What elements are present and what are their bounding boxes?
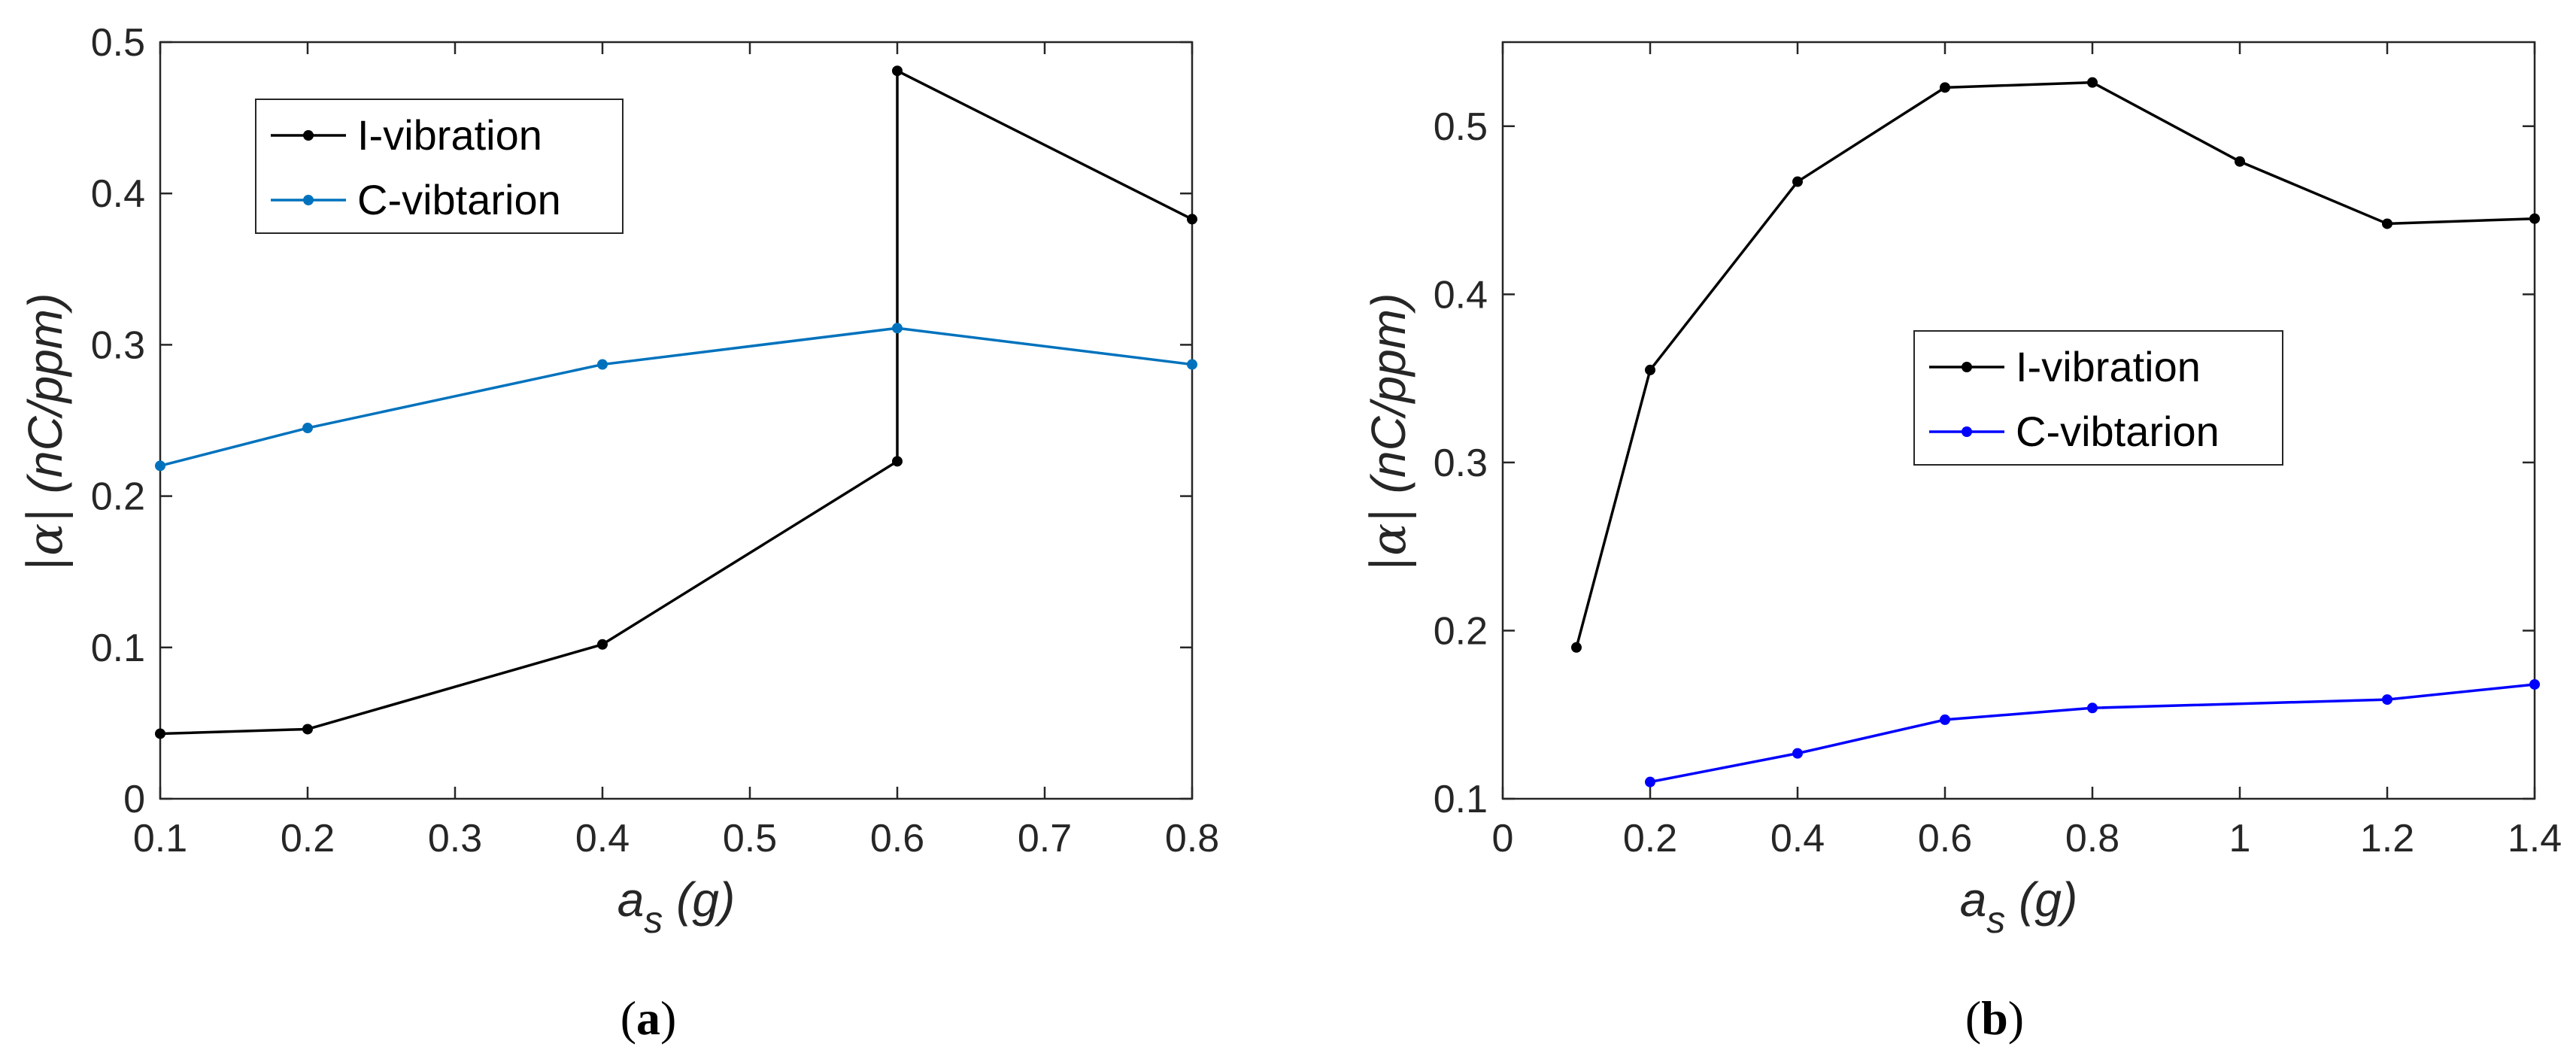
legend: I-vibration C-vibtarion (255, 99, 624, 234)
y-tick-label: 0.1 (91, 627, 145, 670)
y-axis-label: |α| (nC/ppm) (18, 293, 74, 572)
data-point (1940, 82, 1950, 93)
x-tick-label: 1 (2229, 817, 2251, 860)
legend-label: I-vibration (2016, 343, 2201, 390)
data-point (892, 65, 903, 77)
legend-box (255, 99, 624, 234)
series-line-1 (1649, 683, 2535, 784)
y-tick-label: 0.5 (1434, 105, 1488, 149)
legend-swatch-marker (1962, 362, 1972, 372)
x-tick-label: 0.5 (723, 817, 777, 860)
legend-swatch-marker (303, 195, 314, 205)
x-tick-label: 0.6 (870, 817, 924, 860)
x-tick-label: 0.4 (575, 817, 630, 860)
x-axis-label: as (g) (1960, 872, 2078, 941)
plot-area-frame (159, 41, 1194, 800)
y-tick-label: 0.2 (91, 475, 145, 519)
y-tick-label: 0.5 (91, 21, 145, 65)
data-point (892, 323, 903, 334)
series-line-0 (1575, 80, 2535, 648)
data-point (1187, 214, 1197, 225)
y-tick-label: 0.4 (91, 172, 145, 216)
y-tick-label: 0 (123, 778, 145, 821)
data-point (155, 728, 165, 739)
y-tick-label: 0.3 (91, 323, 145, 367)
data-point (597, 639, 608, 650)
x-tick-label: 0.7 (1018, 817, 1072, 860)
data-point (155, 460, 165, 472)
y-tick-label: 0.4 (1434, 273, 1488, 317)
data-point (2529, 213, 2540, 224)
data-point (1645, 364, 1655, 375)
x-tick-label: 0.3 (428, 817, 482, 860)
x-tick-label: 0 (1492, 817, 1514, 860)
x-tick-label: 0.2 (281, 817, 335, 860)
data-point (302, 423, 313, 434)
x-axis-label: as (g) (617, 872, 736, 941)
legend: I-vibration C-vibtarion (1913, 330, 2283, 466)
data-point (2087, 702, 2098, 714)
y-tick-label: 0.2 (1434, 609, 1488, 653)
data-point (2382, 694, 2392, 705)
y-tick-label: 0.1 (1434, 778, 1488, 821)
panel-caption: (b) (1965, 991, 2024, 1045)
data-point (1645, 776, 1655, 787)
series-line-0 (159, 69, 1193, 736)
chart-panel-b: 0 0.2 0.4 0.6 0.8 1 1.2 1.4 0.1 0.2 0.3 0.4 0.5 I-vib… (1361, 41, 2562, 1045)
data-point (597, 359, 608, 370)
x-tick-label: 1.4 (2508, 817, 2562, 860)
x-tick-label: 0.8 (1165, 817, 1219, 860)
legend-label: C-vibtarion (357, 176, 561, 223)
chart-panel-a: 0.1 0.2 0.3 0.4 0.5 0.6 0.7 0.800.10.20.30.40.5… (18, 21, 1219, 1045)
data-point (1571, 642, 1582, 653)
data-point (1792, 748, 1803, 759)
x-tick-label: 0.6 (1918, 817, 1972, 860)
data-point (2382, 218, 2392, 229)
y-axis-label: |α| (nC/ppm) (1361, 293, 1417, 572)
x-tick-label: 1.2 (2360, 817, 2414, 860)
legend-label: C-vibtarion (2016, 408, 2219, 455)
y-tick-label: 0.3 (1434, 442, 1488, 485)
x-tick-label: 0.1 (133, 817, 187, 860)
legend-box (1913, 330, 2283, 466)
legend-swatch-marker (1962, 426, 1972, 437)
legend-swatch-marker (303, 130, 314, 141)
panel-caption: (a) (620, 991, 677, 1045)
series-line-1 (159, 326, 1193, 468)
data-point (1187, 359, 1197, 370)
plot-area-frame (1501, 41, 2536, 800)
x-tick-label: 0.4 (1770, 817, 1825, 860)
legend-label: I-vibration (357, 111, 542, 159)
data-point (2087, 77, 2098, 88)
x-tick-label: 0.8 (2065, 817, 2119, 860)
x-tick-label: 0.2 (1623, 817, 1677, 860)
data-point (1940, 714, 1950, 725)
data-point (2235, 156, 2245, 167)
data-point (302, 724, 313, 735)
data-point (892, 456, 903, 467)
data-point (1792, 176, 1803, 187)
data-point (2529, 678, 2540, 690)
